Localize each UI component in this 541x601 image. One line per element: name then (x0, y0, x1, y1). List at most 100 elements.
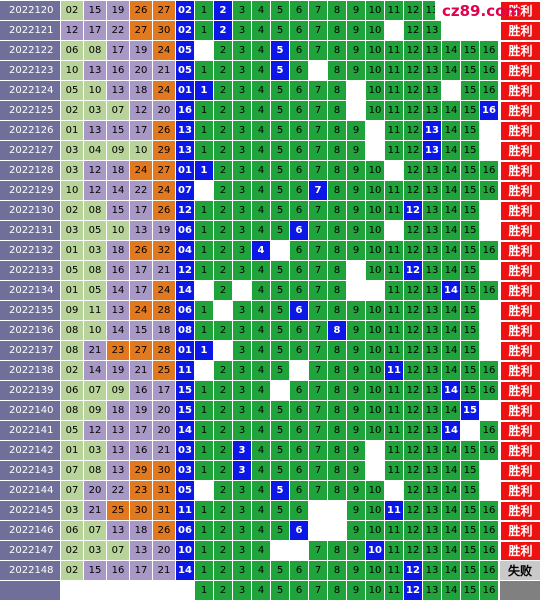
grid-number-cell: 16 (480, 81, 499, 101)
grid-number-cell: 16 (480, 561, 499, 581)
grid-number-cell: 3 (233, 221, 252, 241)
grid-number-cell: 10 (366, 341, 385, 361)
grid-number-cell: 3 (233, 521, 252, 541)
special-number: 06 (176, 221, 195, 241)
drawn-number: 09 (107, 141, 130, 161)
grid-blank-cell (214, 301, 233, 321)
grid-number-cell: 5 (271, 21, 290, 41)
grid-number-cell: 15 (461, 141, 480, 161)
result-badge: 胜利 (500, 141, 541, 161)
grid-hit-cell: 6 (290, 221, 309, 241)
drawn-number: 22 (107, 21, 130, 41)
grid-number-cell: 7 (309, 481, 328, 501)
drawn-number: 26 (153, 521, 176, 541)
grid-number-cell: 7 (309, 241, 328, 261)
grid-number-cell: 1 (195, 441, 214, 461)
grid-number-cell: 6 (290, 401, 309, 421)
grid-number-cell: 7 (309, 221, 328, 241)
grid-number-cell: 9 (347, 421, 366, 441)
drawn-number: 24 (153, 41, 176, 61)
grid-number-cell: 14 (442, 481, 461, 501)
drawn-number: 15 (84, 561, 107, 581)
grid-number-cell: 8 (328, 261, 347, 281)
grid-number-cell: 2 (214, 141, 233, 161)
drawn-number: 21 (153, 561, 176, 581)
drawn-number: 18 (130, 521, 153, 541)
site-logo[interactable]: cz89.com (435, 0, 521, 21)
result-badge: 胜利 (500, 381, 541, 401)
grid-number-cell: 1 (195, 581, 214, 601)
grid-number-cell: 4 (252, 361, 271, 381)
drawn-number: 01 (61, 241, 84, 261)
grid-number-cell: 5 (271, 401, 290, 421)
drawn-number: 13 (107, 81, 130, 101)
grid-number-cell: 14 (442, 181, 461, 201)
grid-blank-cell (290, 541, 309, 561)
grid-number-cell: 15 (461, 381, 480, 401)
drawn-number: 18 (107, 161, 130, 181)
grid-number-cell: 6 (290, 201, 309, 221)
special-number: 01 (176, 341, 195, 361)
grid-number-cell: 14 (442, 61, 461, 81)
grid-number-cell: 14 (442, 301, 461, 321)
drawn-number: 32 (153, 241, 176, 261)
grid-blank-cell (195, 361, 214, 381)
special-number: 14 (176, 561, 195, 581)
period-cell: 2022137 (0, 341, 61, 361)
grid-number-cell: 13 (423, 301, 442, 321)
grid-number-cell: 2 (214, 521, 233, 541)
grid-number-cell: 4 (252, 261, 271, 281)
grid-number-cell: 1 (195, 321, 214, 341)
drawn-number: 17 (130, 421, 153, 441)
grid-hit-cell: 1 (195, 161, 214, 181)
grid-number-cell: 14 (442, 161, 461, 181)
grid-number-cell: 8 (328, 241, 347, 261)
grid-number-cell: 8 (328, 541, 347, 561)
result-badge: 失败 (500, 561, 541, 581)
grid-number-cell: 14 (442, 261, 461, 281)
special-number (176, 581, 195, 601)
grid-number-cell: 3 (233, 121, 252, 141)
grid-number-cell: 1 (195, 561, 214, 581)
grid-blank-cell (461, 421, 480, 441)
grid-hit-cell: 6 (290, 521, 309, 541)
grid-number-cell: 9 (347, 321, 366, 341)
grid-number-cell: 5 (271, 361, 290, 381)
grid-number-cell: 8 (328, 481, 347, 501)
drawn-number: 17 (107, 41, 130, 61)
grid-number-cell: 6 (290, 441, 309, 461)
drawn-number: 24 (153, 81, 176, 101)
grid-blank-cell (290, 361, 309, 381)
grid-number-cell: 14 (442, 221, 461, 241)
grid-number-cell: 9 (347, 481, 366, 501)
grid-number-cell: 9 (347, 121, 366, 141)
drawn-number: 13 (107, 461, 130, 481)
drawn-number: 16 (130, 441, 153, 461)
grid-number-cell: 12 (404, 481, 423, 501)
grid-number-cell: 7 (309, 161, 328, 181)
period-cell: 2022127 (0, 141, 61, 161)
grid-number-cell: 13 (423, 341, 442, 361)
period-cell: 2022146 (0, 521, 61, 541)
grid-blank-cell (480, 461, 499, 481)
grid-number-cell: 5 (271, 101, 290, 121)
grid-number-cell: 9 (347, 581, 366, 601)
grid-number-cell: 12 (404, 421, 423, 441)
grid-number-cell: 9 (347, 201, 366, 221)
grid-number-cell: 16 (480, 241, 499, 261)
grid-number-cell: 14 (442, 501, 461, 521)
grid-number-cell: 4 (252, 301, 271, 321)
grid-number-cell: 9 (347, 381, 366, 401)
drawn-number: 06 (61, 41, 84, 61)
grid-number-cell: 9 (347, 441, 366, 461)
grid-number-cell: 4 (252, 161, 271, 181)
grid-number-cell: 9 (347, 541, 366, 561)
period-cell: 2022134 (0, 281, 61, 301)
grid-number-cell: 12 (404, 441, 423, 461)
grid-number-cell: 11 (385, 421, 404, 441)
drawn-number: 26 (130, 241, 153, 261)
drawn-number: 30 (130, 501, 153, 521)
drawn-number: 21 (153, 261, 176, 281)
grid-number-cell: 5 (271, 581, 290, 601)
grid-number-cell: 4 (252, 581, 271, 601)
